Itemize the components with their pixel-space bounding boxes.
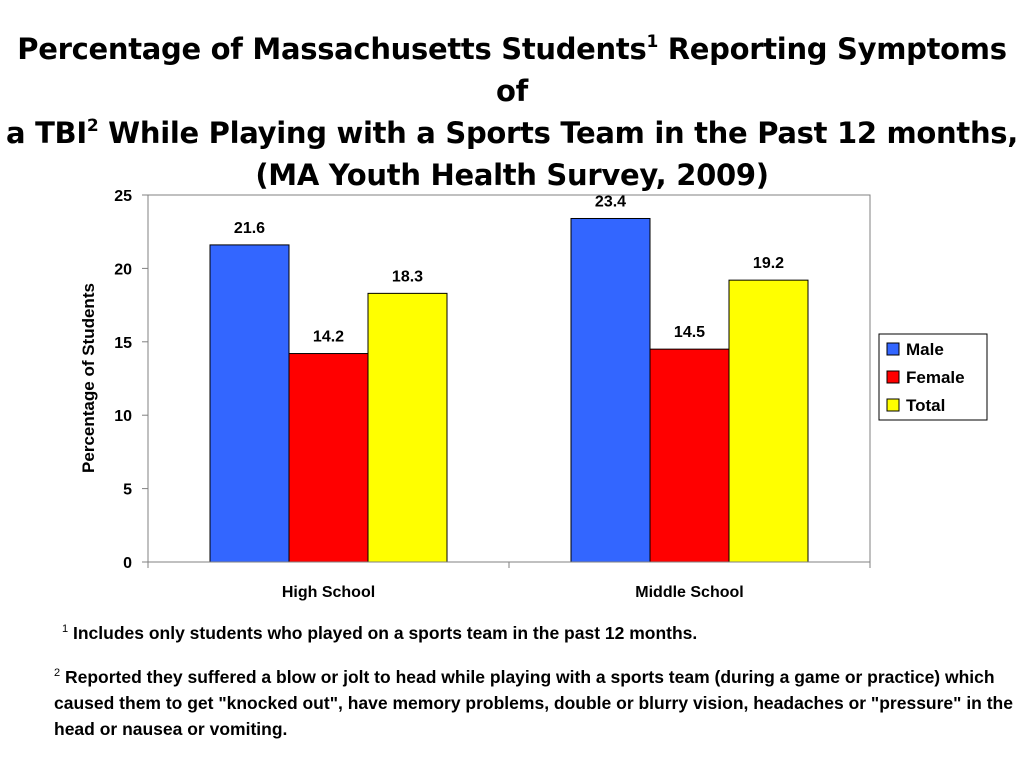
- footnote-1-text: Includes only students who played on a s…: [68, 623, 698, 643]
- data-label: 14.2: [313, 329, 344, 346]
- title-part-3: a TBI: [6, 116, 87, 150]
- y-tick-label: 20: [114, 261, 132, 278]
- footnote-1: 1 Includes only students who played on a…: [62, 620, 1022, 646]
- y-tick-label: 0: [123, 555, 132, 572]
- title-part-2: Reporting Symptoms of: [496, 32, 1007, 108]
- bar-female-middle-school: [649, 348, 730, 563]
- x-category-label: High School: [282, 584, 375, 601]
- data-label: 21.6: [234, 220, 265, 237]
- title-part-5: (MA Youth Health Survey, 2009): [255, 158, 769, 192]
- legend-label: Total: [906, 396, 945, 415]
- footnote-1-marker: 1: [62, 623, 69, 635]
- data-label: 19.2: [753, 255, 784, 272]
- title-part-1: Percentage of Massachusetts Students: [17, 32, 647, 66]
- y-tick-label: 15: [114, 335, 132, 352]
- legend-label: Male: [906, 340, 944, 359]
- data-label: 14.5: [674, 324, 705, 341]
- axes-group: 0 5 10 15 20 25 High School Middle School: [114, 188, 871, 601]
- bar-male-high-school: [209, 244, 290, 563]
- footnote-2-marker: 2: [54, 667, 61, 679]
- bar-chart: 21.6 14.2 18.3 23.4 14.5 19.2 0 5 10 15 20 25 High …: [79, 188, 988, 601]
- legend-swatch: [886, 398, 900, 412]
- y-axis-title: Percentage of Students: [79, 283, 98, 473]
- footnote-2-text: Reported they suffered a blow or jolt to…: [54, 667, 1013, 739]
- data-label: 18.3: [392, 268, 423, 285]
- title-footnote-marker-2: 2: [86, 116, 99, 136]
- bar-female-high-school: [288, 353, 369, 563]
- bar-total-middle-school: [728, 279, 809, 563]
- y-tick-label: 25: [114, 188, 132, 205]
- x-category-label: Middle School: [635, 584, 743, 601]
- legend: Male Female Total: [878, 333, 988, 421]
- title-footnote-marker-1: 1: [646, 32, 658, 52]
- bar-total-high-school: [367, 292, 448, 563]
- legend-swatch: [886, 370, 900, 384]
- chart-title: Percentage of Massachusetts Students1 Re…: [0, 28, 1024, 196]
- bars-group: 21.6 14.2 18.3 23.4 14.5 19.2: [209, 193, 809, 563]
- y-tick-label: 10: [114, 408, 132, 425]
- footnote-2: 2 Reported they suffered a blow or jolt …: [54, 664, 1014, 742]
- bar-male-middle-school: [570, 217, 651, 563]
- legend-label: Female: [906, 368, 965, 387]
- y-tick-label: 5: [123, 482, 132, 499]
- legend-swatch: [886, 342, 900, 356]
- data-label: 23.4: [595, 193, 626, 210]
- title-part-4: While Playing with a Sports Team in the …: [98, 116, 1018, 150]
